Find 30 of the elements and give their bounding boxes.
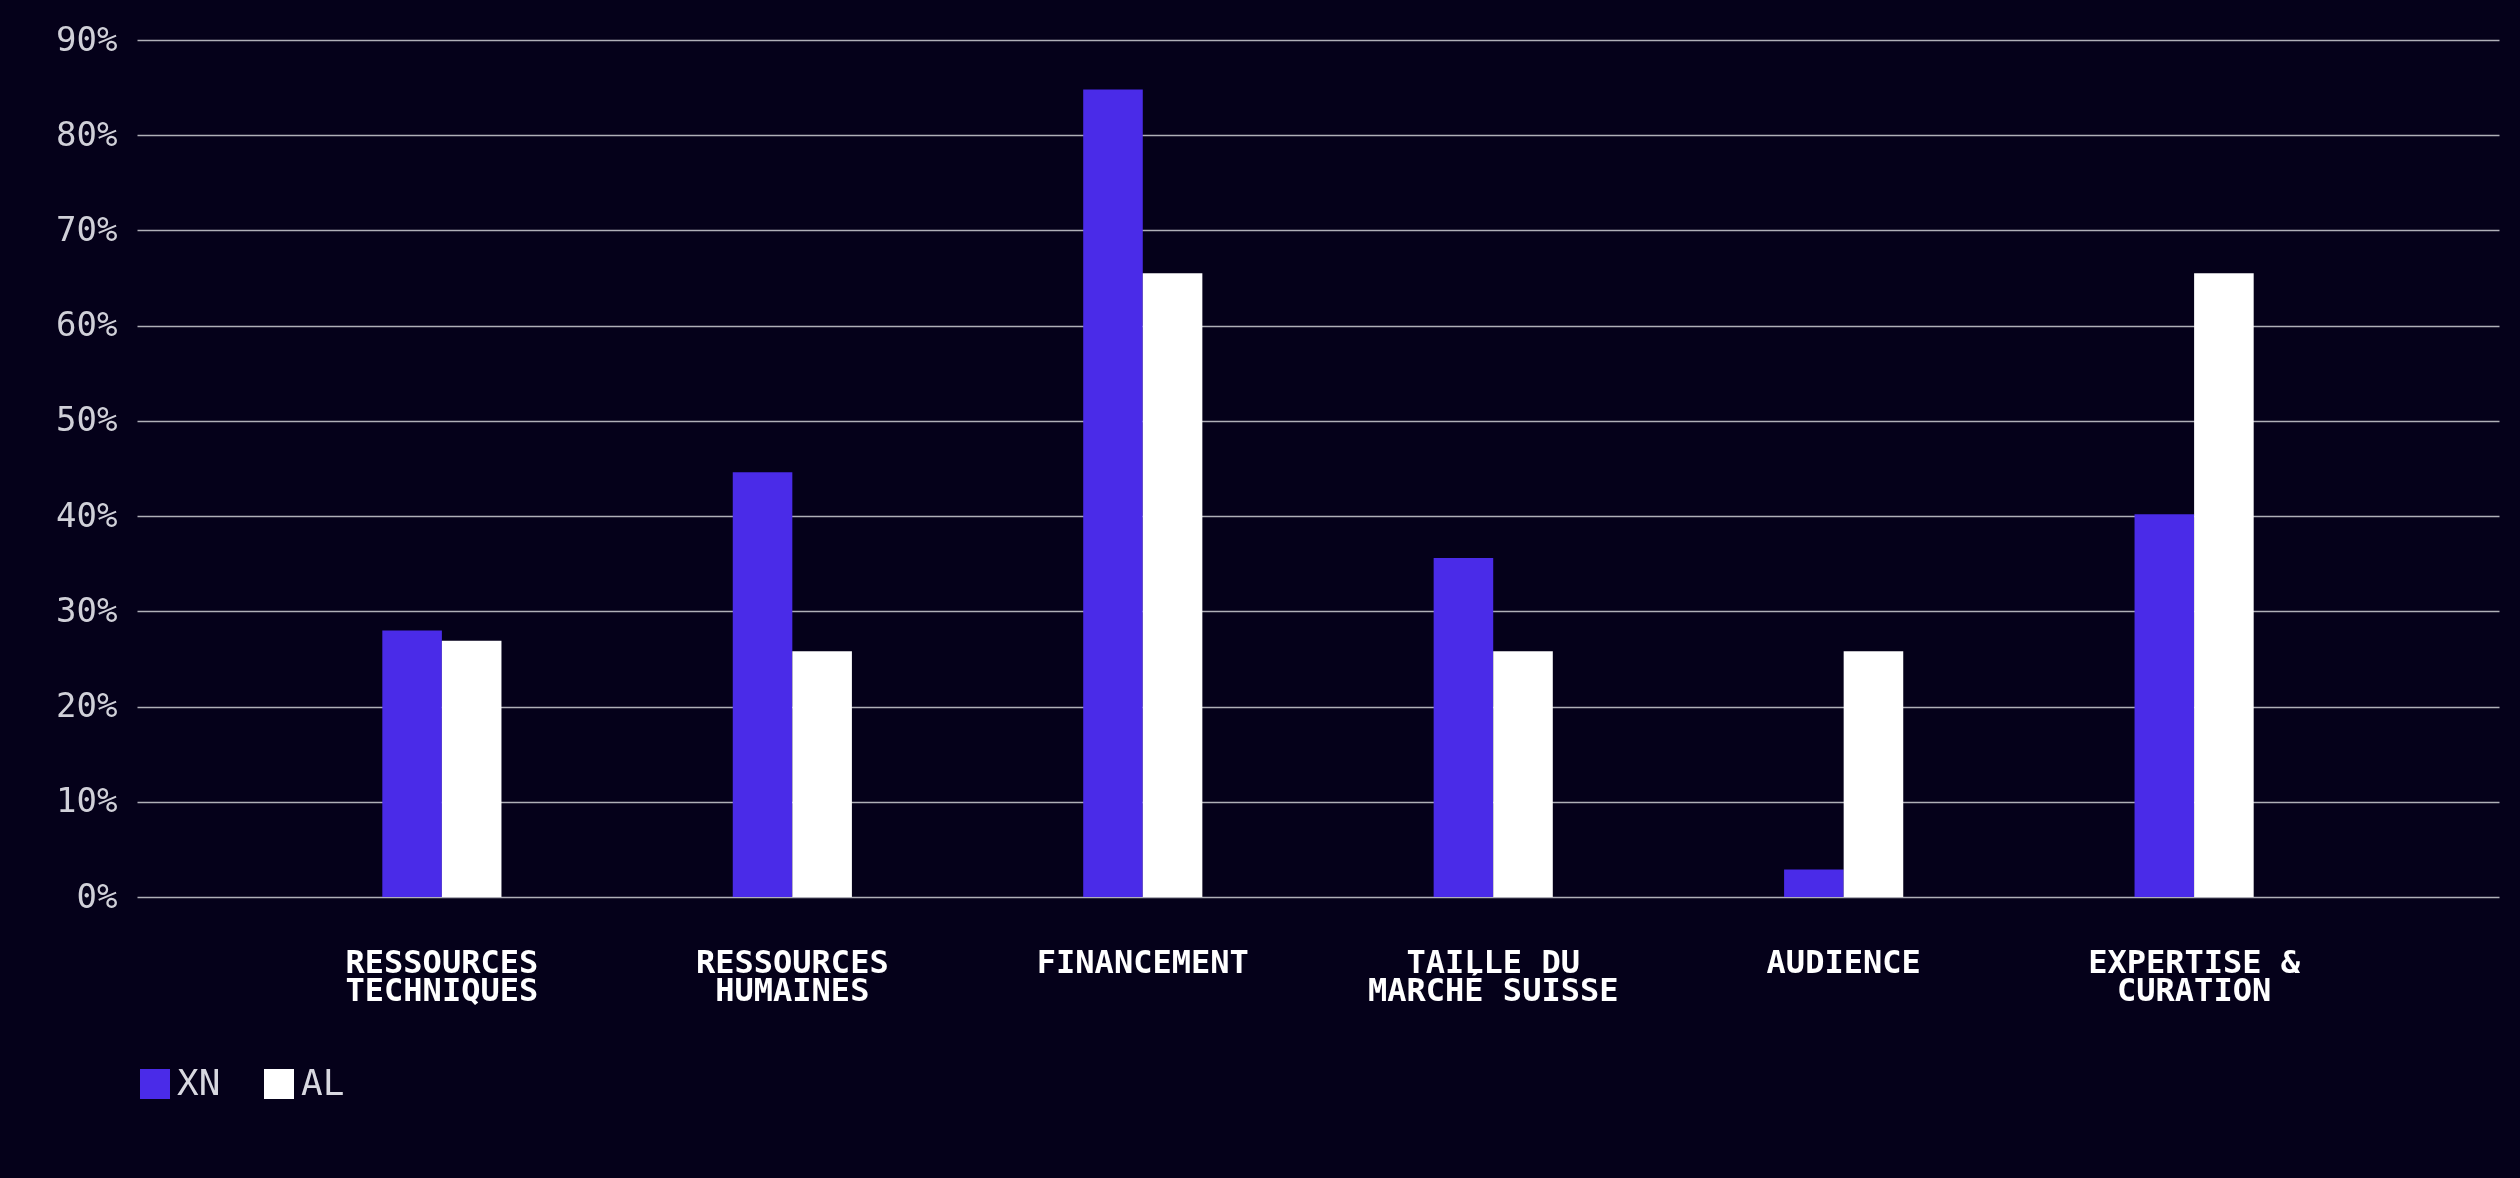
y-tick-label: 40% xyxy=(56,494,118,535)
bar xyxy=(1843,651,1904,897)
bar xyxy=(1433,558,1494,897)
y-tick-label: 20% xyxy=(56,685,118,726)
x-tick-label: RESSOURCES TECHNIQUES xyxy=(345,942,539,1009)
x-tick-label: RESSOURCES HUMAINES xyxy=(696,942,889,1009)
y-tick-label: 30% xyxy=(56,589,118,630)
bar xyxy=(382,630,442,897)
bar xyxy=(1493,651,1553,897)
legend-label: AL xyxy=(301,1062,345,1103)
x-tick-label: EXPERTISE & CURATION xyxy=(2088,942,2301,1009)
bar xyxy=(792,651,852,897)
bar xyxy=(1784,869,1844,897)
y-tick-label: 80% xyxy=(56,113,118,154)
x-tick-label: TAILLE DU MARCHÉ SUISSE xyxy=(1368,942,1619,1009)
y-tick-label: 70% xyxy=(56,208,118,249)
x-tick-label: AUDIENCE xyxy=(1766,942,1921,981)
bar xyxy=(2194,273,2254,897)
y-tick-label: 60% xyxy=(56,304,118,345)
y-tick-label: 90% xyxy=(56,18,118,59)
bar xyxy=(441,640,502,897)
bar xyxy=(1083,89,1143,897)
y-tick-label: 10% xyxy=(56,780,118,821)
y-tick-label: 0% xyxy=(76,875,118,916)
x-tick-label: FINANCEMENT xyxy=(1036,942,1249,981)
y-tick-label: 50% xyxy=(56,399,118,440)
bar xyxy=(732,472,793,897)
bar xyxy=(1142,273,1203,897)
legend-label: XN xyxy=(177,1062,221,1103)
bar xyxy=(2134,514,2195,897)
